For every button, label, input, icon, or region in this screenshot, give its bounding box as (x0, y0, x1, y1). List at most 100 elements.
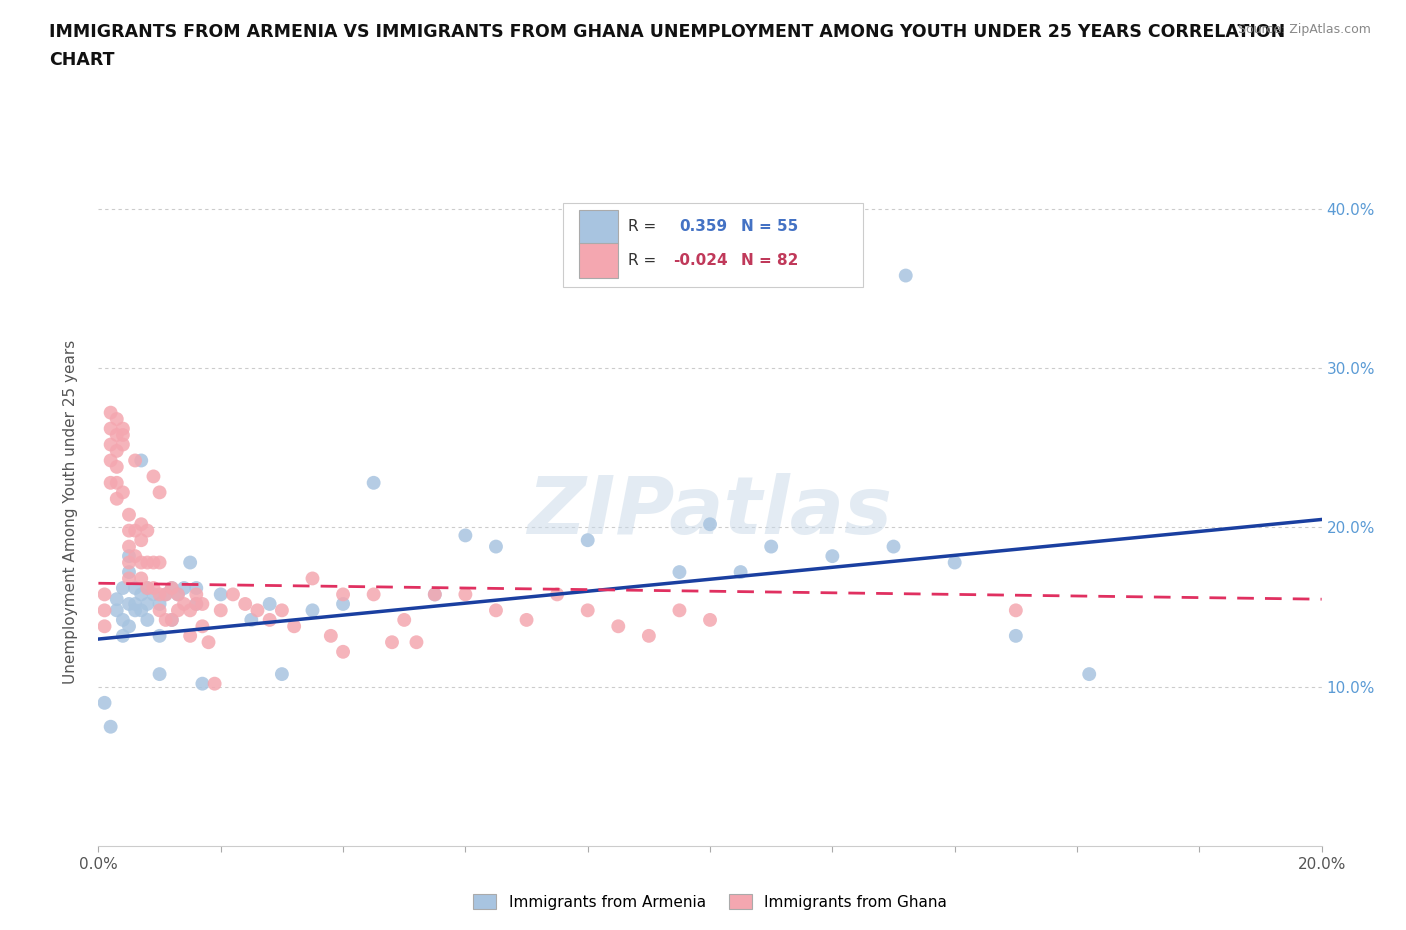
Point (167, 587, 190, 602)
Point (136, 524, 159, 538)
Point (222, 587, 245, 602)
Point (129, 453, 152, 468)
Point (179, 629, 201, 644)
Point (129, 571, 152, 586)
Text: R =: R = (628, 219, 661, 234)
Point (155, 613, 177, 628)
Point (105, 603, 128, 618)
Point (668, 565, 690, 579)
Point (173, 580, 195, 595)
Point (142, 555, 165, 570)
Text: CHART: CHART (49, 51, 115, 69)
Point (160, 613, 183, 628)
Point (943, 555, 966, 570)
Point (301, 571, 323, 586)
Point (149, 555, 172, 570)
Point (111, 428, 134, 443)
Point (186, 587, 208, 602)
Point (124, 524, 146, 538)
Y-axis label: Unemployment Among Youth under 25 years: Unemployment Among Youth under 25 years (63, 339, 77, 684)
Point (186, 596, 208, 611)
Point (100, 453, 122, 468)
Point (93, 696, 115, 711)
Point (111, 629, 134, 644)
Point (118, 618, 141, 633)
Point (668, 603, 690, 618)
Point (93, 603, 115, 618)
Point (423, 587, 446, 602)
Point (118, 596, 141, 611)
Point (179, 555, 201, 570)
Point (124, 596, 146, 611)
Point (894, 268, 917, 283)
Point (111, 437, 134, 452)
Point (118, 524, 141, 538)
Point (142, 580, 165, 595)
Text: Source: ZipAtlas.com: Source: ZipAtlas.com (1237, 23, 1371, 36)
Point (332, 587, 354, 602)
Point (155, 587, 177, 602)
Point (405, 635, 427, 650)
FancyBboxPatch shape (579, 243, 619, 278)
Point (191, 596, 214, 611)
Point (124, 603, 146, 618)
Point (485, 603, 508, 618)
Text: N = 82: N = 82 (741, 253, 799, 268)
Point (100, 475, 122, 490)
Point (423, 587, 446, 602)
Point (546, 587, 568, 602)
Point (142, 587, 165, 602)
Point (111, 580, 134, 595)
Point (363, 587, 385, 602)
Point (454, 528, 477, 543)
Point (259, 596, 281, 611)
Point (105, 475, 128, 490)
Point (699, 613, 721, 628)
Point (149, 629, 172, 644)
Point (637, 629, 661, 644)
Point (209, 587, 232, 602)
Point (118, 565, 141, 579)
Point (332, 644, 354, 659)
Point (283, 618, 305, 633)
Point (1004, 629, 1026, 644)
Point (240, 613, 263, 628)
Point (186, 580, 208, 595)
Point (118, 555, 141, 570)
Point (179, 603, 201, 618)
Point (821, 549, 844, 564)
Point (111, 485, 134, 499)
Point (197, 635, 219, 650)
Point (111, 613, 134, 628)
Text: 0.359: 0.359 (679, 219, 727, 234)
Point (699, 517, 721, 532)
Point (105, 491, 128, 506)
Point (576, 603, 599, 618)
Point (319, 629, 342, 644)
Point (105, 459, 128, 474)
Point (129, 587, 152, 602)
Point (1004, 603, 1026, 618)
Point (149, 603, 172, 618)
Point (105, 412, 128, 427)
Point (1078, 667, 1101, 682)
Point (149, 596, 172, 611)
Text: IMMIGRANTS FROM ARMENIA VS IMMIGRANTS FROM GHANA UNEMPLOYMENT AMONG YOUTH UNDER : IMMIGRANTS FROM ARMENIA VS IMMIGRANTS FR… (49, 23, 1285, 41)
Point (204, 676, 226, 691)
Point (607, 618, 630, 633)
Point (485, 539, 508, 554)
Point (392, 613, 416, 628)
Point (100, 437, 122, 452)
Point (129, 517, 152, 532)
Point (173, 596, 195, 611)
Point (118, 571, 141, 586)
Point (233, 596, 256, 611)
Point (155, 587, 177, 602)
Point (191, 676, 214, 691)
Point (136, 555, 159, 570)
Point (111, 421, 134, 436)
Point (270, 603, 292, 618)
Point (93, 587, 115, 602)
Point (129, 603, 152, 618)
Point (100, 421, 122, 436)
